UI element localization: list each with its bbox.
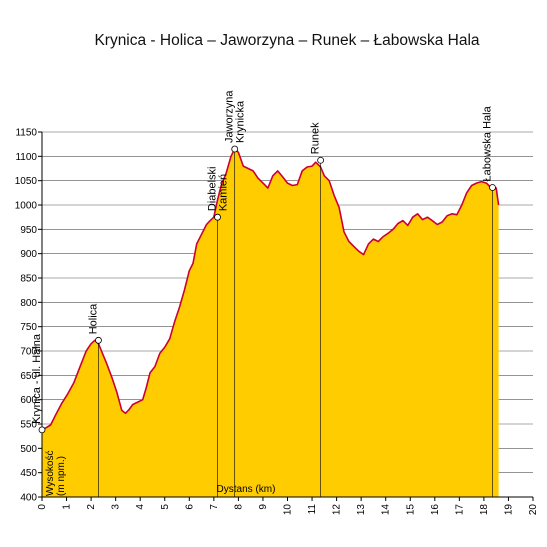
x-tick-label-1: 1: [62, 504, 73, 510]
y-tick-label-1000: 1000: [15, 201, 38, 212]
x-tick-label-13: 13: [356, 504, 367, 516]
y-tick-labels: 400 450 500 550 600 650 700 750 800 850 900 950 1000…: [15, 128, 42, 504]
poi-label: Łabowska Hala: [481, 105, 493, 181]
x-tick-labels: 0 1 2 3 4 5 6 7 8 9 10 11 12 13 14 15 16 17 18 19 20: [37, 497, 539, 515]
x-tick-label-14: 14: [381, 504, 392, 516]
y-tick-label-1100: 1100: [15, 152, 37, 163]
y-tick-label-550: 550: [20, 420, 37, 431]
x-axis-label: Dystans (km): [217, 484, 276, 495]
x-tick-label-7: 7: [209, 504, 220, 510]
poi-marker: [95, 336, 102, 344]
x-tick-label-19: 19: [503, 504, 514, 516]
y-tick-label-450: 450: [20, 468, 37, 479]
x-tick-label-0: 0: [37, 504, 48, 510]
y-tick-label-1150: 1150: [15, 128, 37, 139]
y-tick-label-750: 750: [20, 322, 37, 333]
poi-label: Jaworzyna: [224, 90, 236, 143]
chart-title: Krynica - Holica – Jaworzyna – Runek – Ł…: [94, 32, 479, 49]
y-axis-label: Wysokość (m npm.): [45, 451, 67, 496]
y-tick-label-700: 700: [20, 347, 37, 358]
y-tick-label-800: 800: [20, 298, 37, 309]
poi-marker: [214, 213, 221, 221]
x-tick-label-11: 11: [307, 504, 318, 515]
y-tick-label-900: 900: [20, 249, 37, 260]
x-tick-label-5: 5: [160, 504, 171, 510]
poi-marker: [231, 145, 239, 153]
points-of-interest: Krynica - ul. Hałna Holica Diabelski Kamień…: [31, 90, 496, 497]
poi-marker: [317, 156, 325, 164]
y-tick-label-400: 400: [20, 493, 37, 504]
y-axis-label-line: (m npm.): [56, 456, 67, 496]
poi-marker: [38, 426, 46, 434]
y-tick-label-500: 500: [20, 444, 37, 455]
x-tick-label-12: 12: [332, 504, 343, 516]
x-tick-label-15: 15: [405, 504, 416, 516]
x-tick-label-2: 2: [86, 504, 97, 510]
poi-label: Kamień: [218, 174, 230, 211]
x-tick-label-20: 20: [528, 504, 539, 516]
x-tick-label-16: 16: [430, 504, 441, 516]
poi-label: Diabelski: [207, 167, 219, 212]
x-tick-label-9: 9: [258, 504, 269, 510]
x-tick-label-10: 10: [283, 504, 294, 516]
poi-label: Holica: [87, 303, 99, 334]
elevation-profile-line: [41, 148, 500, 431]
x-tick-label-8: 8: [233, 504, 244, 510]
x-tick-label-4: 4: [135, 504, 146, 510]
x-tick-label-6: 6: [184, 504, 195, 510]
y-tick-label-950: 950: [20, 225, 37, 236]
poi-marker: [489, 184, 496, 191]
poi-label: Krynicka: [235, 100, 247, 143]
elevation-area: [41, 148, 500, 497]
poi-label: Krynica - ul. Hałna: [31, 333, 43, 424]
x-tick-label-17: 17: [454, 504, 465, 516]
y-tick-label-1050: 1050: [15, 176, 38, 187]
y-tick-label-600: 600: [20, 395, 37, 406]
x-tick-label-3: 3: [111, 504, 122, 510]
x-tick-label-18: 18: [479, 504, 490, 516]
poi-label: Runek: [310, 122, 322, 154]
y-tick-label-650: 650: [20, 371, 37, 382]
y-axis-label-line: Wysokość: [45, 451, 56, 496]
y-tick-label-850: 850: [20, 274, 37, 285]
